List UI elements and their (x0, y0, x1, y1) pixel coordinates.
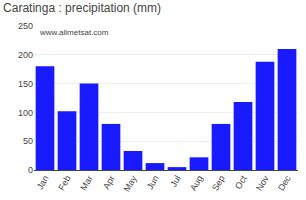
svg-text:Mar: Mar (78, 174, 94, 192)
svg-text:Caratinga : precipitation (mm): Caratinga : precipitation (mm) (3, 1, 161, 15)
svg-text:50: 50 (23, 136, 33, 146)
svg-text:200: 200 (18, 50, 33, 60)
svg-text:250: 250 (18, 21, 33, 31)
svg-text:Sep: Sep (210, 174, 227, 193)
svg-text:0: 0 (28, 165, 33, 175)
svg-text:Dec: Dec (276, 173, 293, 192)
svg-text:Feb: Feb (56, 174, 72, 192)
svg-text:Jul: Jul (168, 174, 182, 189)
svg-text:Apr: Apr (101, 174, 117, 191)
svg-text:150: 150 (18, 79, 33, 89)
svg-text:Jan: Jan (35, 174, 51, 192)
svg-text:Nov: Nov (254, 173, 271, 192)
svg-text:100: 100 (18, 108, 33, 118)
svg-text:Oct: Oct (233, 173, 249, 191)
svg-text:www.allmetsat.com: www.allmetsat.com (39, 28, 109, 37)
svg-text:May: May (121, 173, 138, 193)
svg-text:Aug: Aug (188, 174, 205, 193)
svg-text:Jun: Jun (145, 174, 161, 192)
